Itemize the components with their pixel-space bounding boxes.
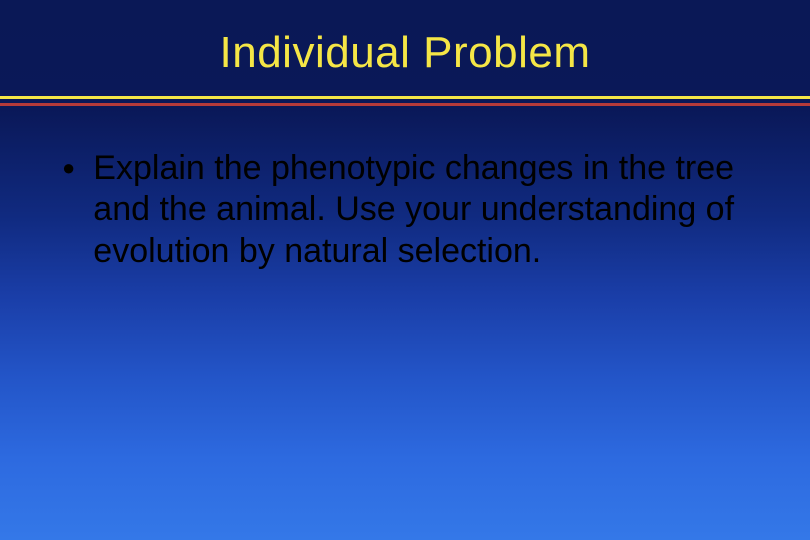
- divider: [0, 96, 810, 106]
- divider-line-top: [0, 96, 810, 99]
- title-area: Individual Problem: [0, 0, 810, 78]
- slide-title: Individual Problem: [0, 28, 810, 78]
- content-area: ● Explain the phenotypic changes in the …: [0, 106, 810, 272]
- bullet-icon: ●: [62, 148, 75, 188]
- slide: Individual Problem ● Explain the phenoty…: [0, 0, 810, 540]
- bullet-text: Explain the phenotypic changes in the tr…: [93, 148, 750, 272]
- bullet-item: ● Explain the phenotypic changes in the …: [60, 148, 750, 272]
